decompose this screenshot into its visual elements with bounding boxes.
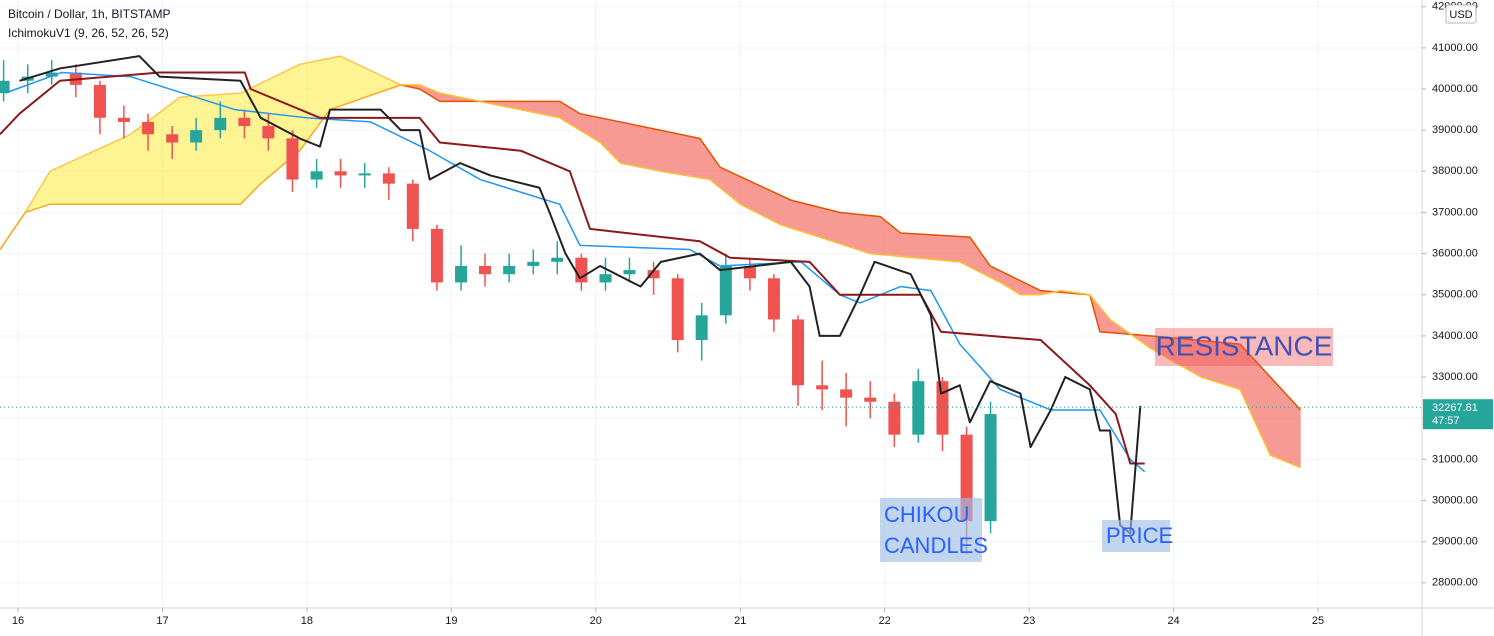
candle-body — [406, 183, 419, 229]
candle-body — [767, 278, 780, 320]
x-tick-label: 17 — [156, 615, 168, 627]
annotation-box — [1155, 328, 1333, 366]
candle-body — [575, 257, 588, 283]
indicator-line — [4, 71, 1146, 473]
cloud-edge — [400, 84, 1301, 469]
price-tag — [1423, 399, 1493, 430]
candle-layer — [0, 60, 997, 555]
candle-body — [719, 265, 732, 316]
y-tick-label: 33000.00 — [1432, 371, 1478, 383]
candle-body — [45, 72, 58, 77]
candle-body — [430, 228, 443, 283]
currency-label[interactable]: USD — [1449, 9, 1472, 21]
y-tick-label: 35000.00 — [1432, 289, 1478, 301]
cloud-layer — [0, 55, 1302, 469]
x-tick-label: 18 — [301, 615, 313, 627]
candle-body — [743, 265, 756, 279]
x-tick-label: 21 — [734, 615, 746, 627]
cloud-edge — [400, 84, 1302, 411]
indicator-line — [19, 55, 1142, 535]
candle-body — [984, 414, 997, 522]
candle-body — [262, 126, 275, 139]
candle-body — [864, 397, 877, 402]
y-tick-label: 30000.00 — [1432, 494, 1478, 506]
candle-body — [93, 84, 106, 118]
cloud-edge — [0, 55, 402, 250]
candle-body — [816, 385, 829, 390]
x-tick-label: 23 — [1023, 615, 1035, 627]
candle-body — [888, 401, 901, 435]
candle-body — [936, 381, 949, 435]
candle-body — [527, 261, 540, 266]
y-tick-label: 37000.00 — [1432, 206, 1478, 218]
y-tick-label: 28000.00 — [1432, 577, 1478, 589]
cloud-edge — [0, 84, 402, 250]
annotation-candles: CANDLES — [884, 533, 988, 558]
candle-body — [334, 171, 347, 176]
candle-body — [142, 121, 155, 135]
annotation-chikou: CHIKOU — [884, 502, 970, 527]
annotation-box — [1102, 520, 1170, 552]
y-tick-label: 41000.00 — [1432, 42, 1478, 54]
y-tick-label: 40000.00 — [1432, 83, 1478, 95]
indicator-label: IchimokuV1 (9, 26, 52, 26, 52) — [8, 26, 169, 40]
y-tick-label: 36000.00 — [1432, 248, 1478, 260]
candle-body — [455, 265, 468, 283]
candle-body — [792, 319, 805, 386]
x-tick-label: 22 — [879, 615, 891, 627]
chart-title: Bitcoin / Dollar, 1h, BITSTAMP — [8, 7, 171, 21]
candle-body — [599, 274, 612, 283]
candle-body — [623, 270, 636, 275]
candle-body — [117, 117, 130, 122]
y-tick-label: 34000.00 — [1432, 330, 1478, 342]
x-tick-label: 24 — [1167, 615, 1179, 627]
price-tag-label: 32267.81 — [1432, 402, 1478, 414]
currency-box[interactable] — [1445, 4, 1477, 24]
candle-body — [647, 270, 660, 279]
line-layer — [0, 55, 1146, 535]
candle-body — [238, 117, 251, 127]
y-tick-label: 31000.00 — [1432, 453, 1478, 465]
candle-body — [310, 171, 323, 180]
candle-body — [0, 80, 10, 94]
annotation-resistance: RESISTANCE — [1156, 330, 1333, 361]
indicator-line — [0, 71, 1145, 465]
candle-body — [551, 257, 564, 262]
y-tick-label: 38000.00 — [1432, 165, 1478, 177]
candle-body — [358, 173, 371, 176]
candle-body — [912, 381, 925, 435]
y-tick-label: 39000.00 — [1432, 124, 1478, 136]
candle-body — [166, 134, 179, 143]
candle-body — [382, 173, 395, 184]
candle-body — [479, 265, 492, 275]
axis-layer: 28000.0029000.0030000.0031000.0032000.00… — [12, 1, 1478, 627]
candle-body — [840, 389, 853, 398]
countdown-label: 47:57 — [1432, 415, 1460, 427]
candle-body — [695, 315, 708, 341]
annotation-price: PRICE — [1106, 523, 1173, 548]
candle-body — [671, 278, 684, 341]
y-tick-label: 29000.00 — [1432, 536, 1478, 548]
annotation-box — [880, 498, 982, 562]
candle-body — [190, 130, 203, 143]
x-tick-label: 19 — [445, 615, 457, 627]
x-tick-label: 16 — [12, 615, 24, 627]
candle-body — [503, 265, 516, 275]
x-tick-label: 25 — [1312, 615, 1324, 627]
cloud-area — [0, 56, 401, 250]
x-tick-label: 20 — [590, 615, 602, 627]
candle-body — [214, 117, 227, 131]
candle-body — [286, 138, 299, 180]
